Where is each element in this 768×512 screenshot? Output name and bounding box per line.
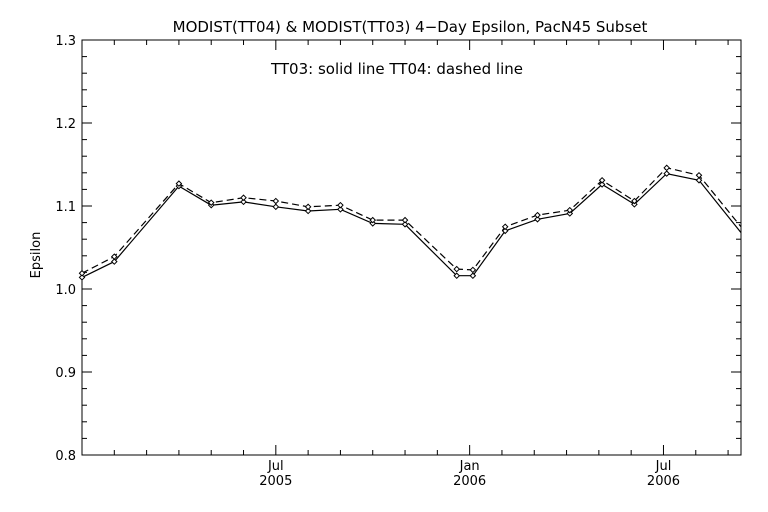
data-point-tt04 [598, 176, 606, 184]
data-point-tt03 [369, 220, 377, 227]
x-tick-label-month: Jul [655, 459, 672, 474]
y-tick-label: 1.1 [55, 200, 76, 215]
y-tick-label: 0.8 [55, 449, 76, 464]
series-layer [78, 164, 742, 281]
data-point-tt04 [240, 194, 247, 202]
data-point-tt04 [401, 216, 409, 224]
data-point-tt03 [598, 181, 606, 188]
x-tick-label-year: 2006 [453, 474, 486, 489]
data-point-tt03 [78, 274, 86, 281]
data-point-tt03 [304, 207, 312, 215]
data-point-tt03 [566, 210, 574, 217]
data-point-tt04 [631, 197, 638, 205]
data-point-tt04 [663, 164, 671, 172]
data-point-tt04 [369, 216, 377, 224]
data-point-tt04 [110, 253, 118, 260]
x-tick-label-month: Jan [459, 459, 480, 474]
series-line-tt04 [81, 167, 742, 274]
data-point-tt04 [175, 180, 183, 187]
data-point-tt04 [304, 203, 312, 211]
y-tick-label: 0.9 [55, 366, 76, 381]
legend-annotation: TT03: solid line TT04: dashed line [270, 60, 523, 78]
data-point-tt04 [337, 201, 344, 209]
data-point-tt03 [110, 258, 118, 265]
data-point-tt04 [469, 266, 477, 274]
data-point-tt03 [469, 272, 477, 280]
data-point-tt03 [337, 206, 344, 213]
data-point-tt04 [566, 206, 574, 214]
data-point-tt03 [240, 198, 247, 206]
data-point-tt03 [695, 176, 703, 184]
data-point-tt03 [631, 201, 638, 208]
series-line-tt03 [81, 172, 742, 278]
data-point-tt04 [534, 211, 541, 219]
x-tick-label-year: 2006 [647, 474, 680, 489]
data-point-tt04 [453, 265, 461, 273]
data-point-tt04 [207, 199, 215, 206]
data-point-tt03 [663, 170, 671, 177]
y-tick-label: 1.3 [55, 34, 76, 49]
y-axis-label: Epsilon [29, 232, 44, 279]
data-point-tt03 [534, 215, 541, 223]
data-point-tt04 [78, 269, 86, 277]
plot-frame [81, 39, 742, 456]
data-point-tt04 [695, 171, 703, 179]
data-point-tt04 [272, 197, 280, 205]
data-point-tt03 [401, 220, 409, 228]
y-tick-label: 1.0 [55, 283, 76, 298]
data-point-tt04 [501, 223, 509, 231]
y-axis: 0.8 0.9 1.0 1.1 1.2 1.3 [55, 34, 741, 464]
x-tick-label-month: Jul [267, 459, 284, 474]
data-point-tt03 [453, 272, 461, 280]
data-point-tt03 [272, 203, 280, 211]
x-tick-label-year: 2005 [259, 474, 292, 489]
y-tick-label: 1.2 [55, 117, 76, 132]
chart-title: MODIST(TT04) & MODIST(TT03) 4−Day Epsilo… [173, 18, 648, 36]
